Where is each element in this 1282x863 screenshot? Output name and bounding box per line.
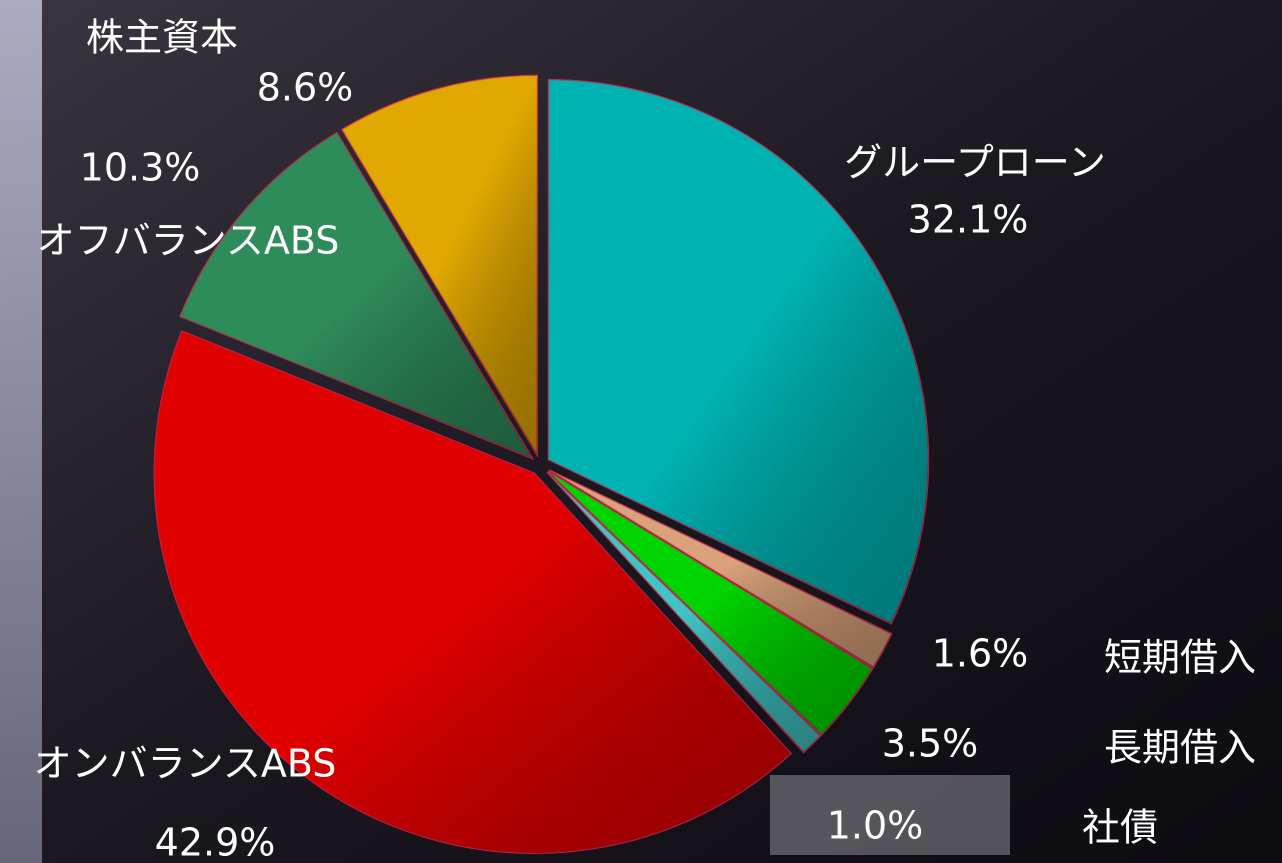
slice-shading bbox=[341, 75, 538, 456]
slice-value-label: 32.1% bbox=[908, 198, 1029, 242]
slice-value-label: 8.6% bbox=[257, 66, 354, 110]
slice-name: 短期借入 bbox=[1104, 636, 1256, 680]
slice-name: 長期借入 bbox=[1104, 726, 1256, 770]
slice-value-label: 42.9% bbox=[155, 821, 276, 863]
slice-name: 株主資本 bbox=[86, 16, 238, 60]
slice-shading bbox=[548, 469, 892, 668]
background-strip bbox=[0, 0, 42, 863]
slice-name: グループローン bbox=[844, 141, 1106, 185]
slice-shading bbox=[546, 472, 821, 753]
slice-value-label: 10.3% bbox=[80, 146, 201, 190]
background-plate bbox=[770, 775, 1010, 855]
pie bbox=[153, 74, 930, 854]
slice-shading bbox=[547, 471, 873, 735]
slice-value-label: 3.5% bbox=[882, 722, 979, 766]
slice-name: オフバランスABS bbox=[37, 219, 340, 263]
slice-value-label: 1.6% bbox=[932, 632, 1029, 676]
slice-name: オンバランスABS bbox=[34, 742, 337, 786]
slice-shading bbox=[154, 331, 791, 854]
slice-shading bbox=[179, 132, 533, 459]
slice-name: 社債 bbox=[1082, 806, 1158, 850]
slice-shading bbox=[548, 79, 929, 624]
slice-value-label: 1.0% bbox=[827, 804, 924, 848]
